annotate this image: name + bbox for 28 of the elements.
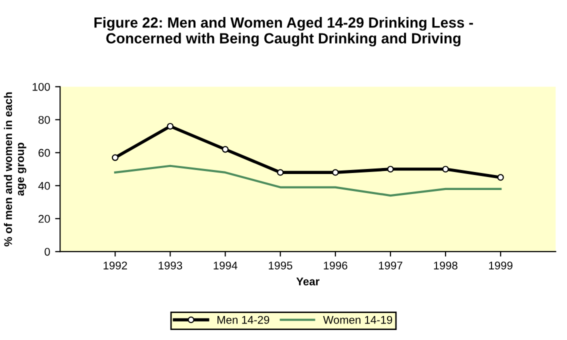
y-axis-title: % of men and women in each age group [4, 92, 26, 246]
x-tick-label: 1995 [268, 262, 292, 270]
x-tick-label: 1994 [214, 262, 238, 270]
point [112, 154, 118, 161]
line-series [114, 164, 502, 197]
point [332, 169, 339, 176]
y-tick-label: 0 [44, 248, 50, 256]
x-tick-label: 1997 [378, 262, 402, 270]
point [442, 166, 449, 172]
legend-label: Women 14-19 [323, 316, 392, 324]
point [277, 169, 284, 176]
y-tick-label: 100 [32, 82, 50, 91]
x-tick-label: 1992 [104, 262, 127, 270]
y-tick-label: 80 [38, 116, 50, 124]
y-tick-label: 20 [38, 214, 50, 223]
chart-title: Figure 22: Men and Women Aged 14-29 Drinking Less - Concerned with Being Caught Drinking and Driving [94, 17, 473, 46]
point [387, 166, 394, 172]
x-tick-label: 1993 [158, 262, 182, 270]
y-tick-label: 60 [38, 148, 50, 157]
x-tick-label: 1998 [434, 262, 458, 270]
point [166, 122, 174, 130]
point [222, 146, 229, 153]
legend-label: Men 14-29 [218, 316, 270, 324]
x-tick-label: 1999 [489, 262, 512, 270]
y-tick-label: 40 [38, 182, 50, 190]
x-tick-label: 1996 [324, 262, 348, 270]
x-axis-title: Year [296, 278, 320, 286]
point [497, 174, 504, 181]
